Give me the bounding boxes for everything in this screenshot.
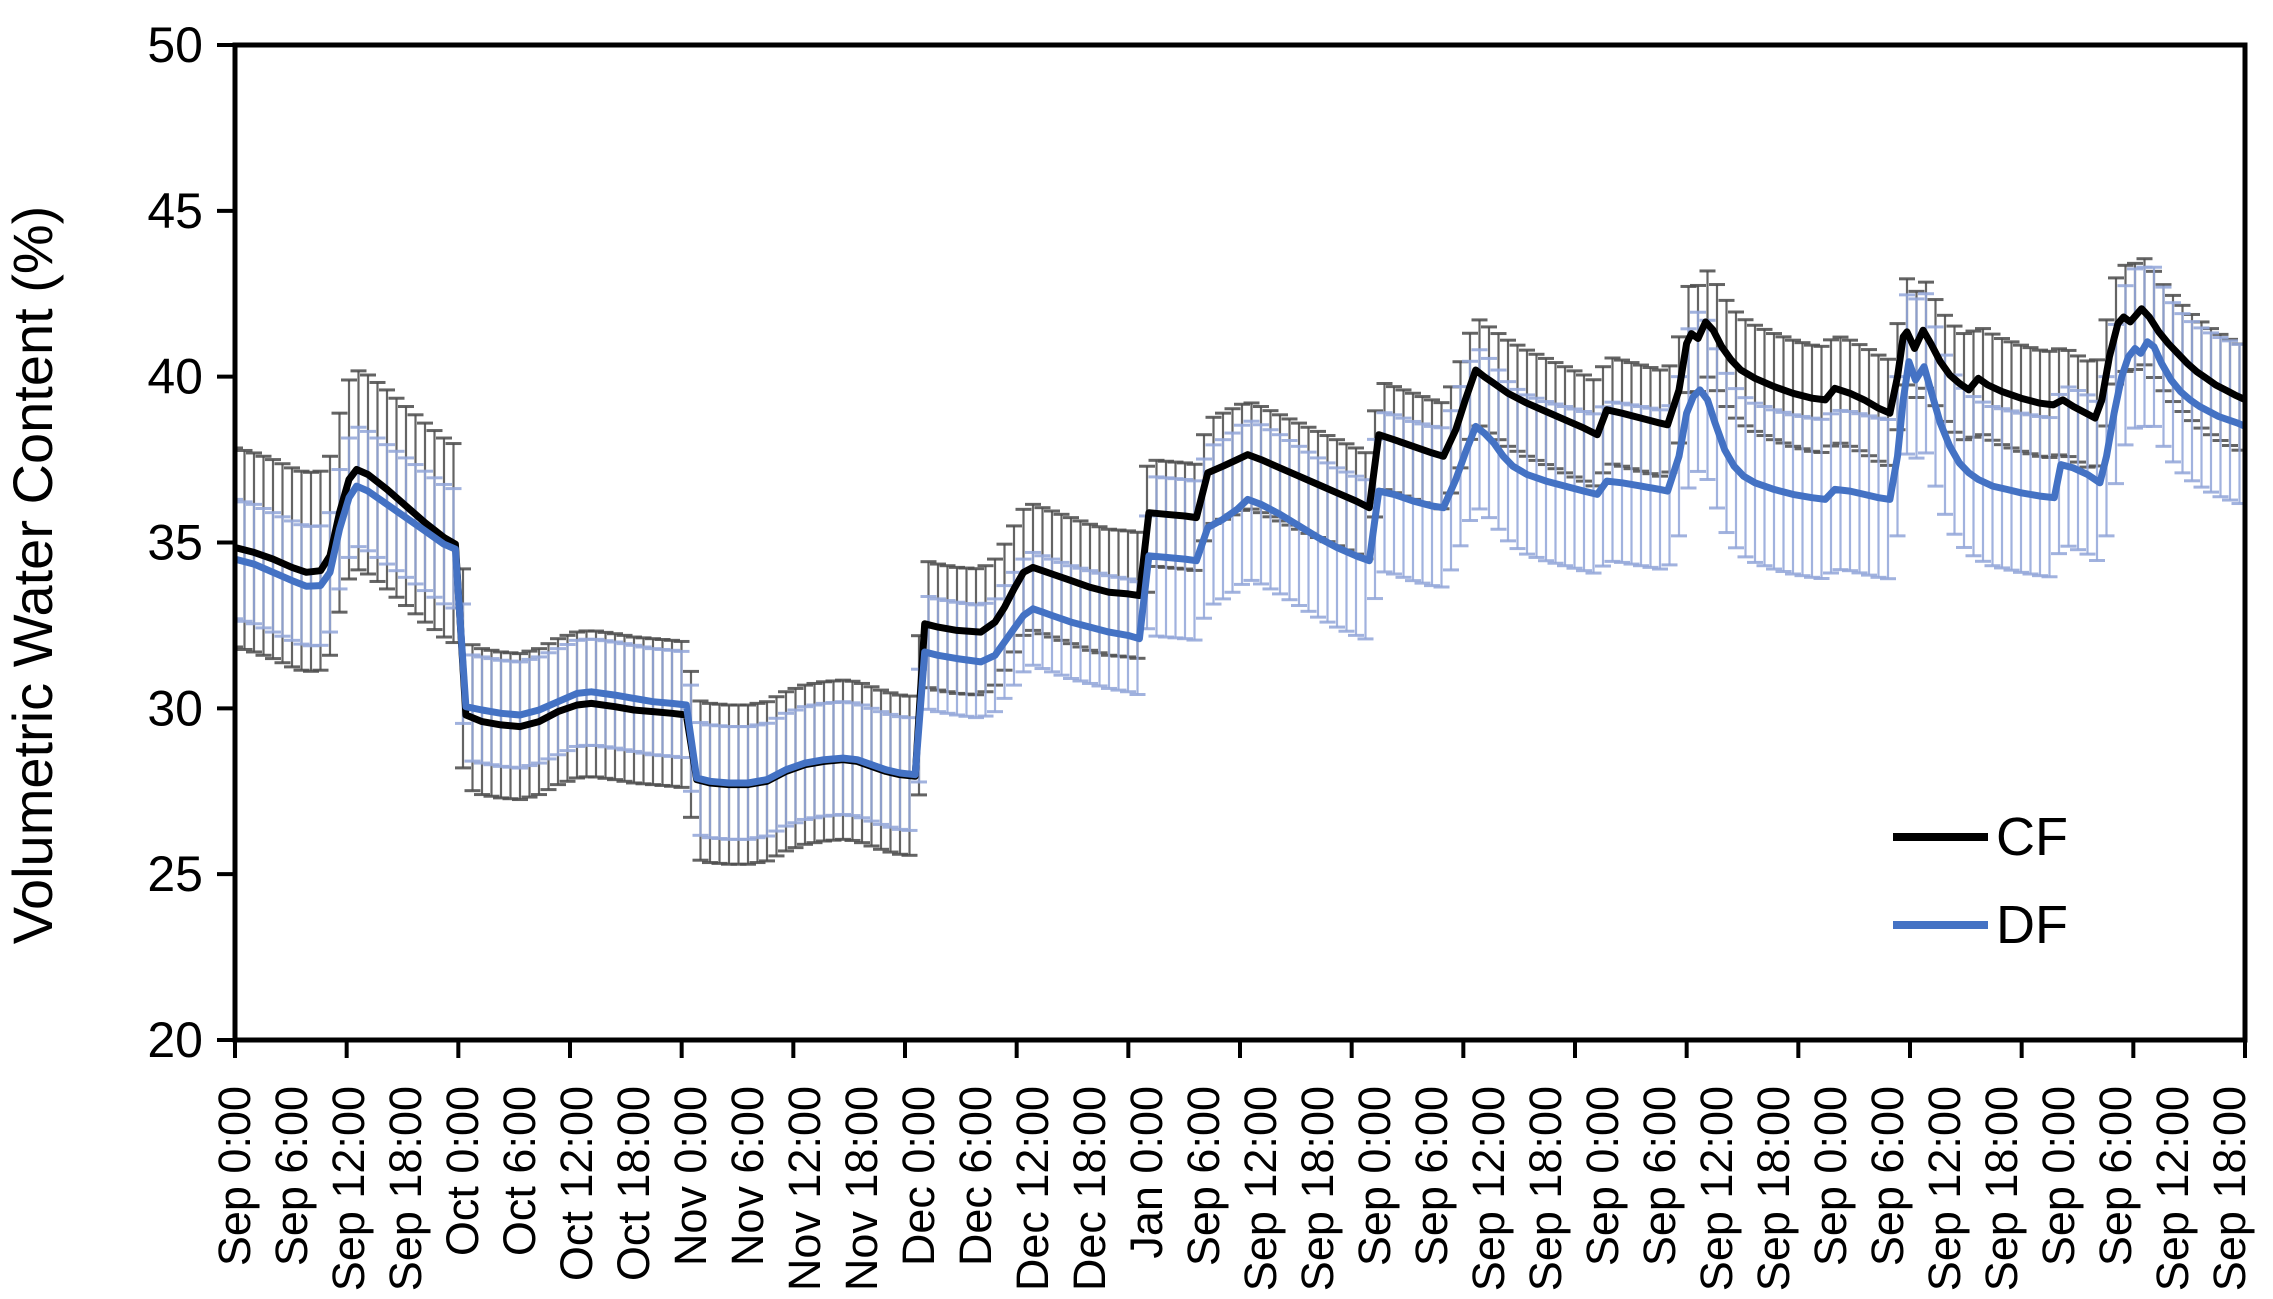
- x-tick-label: Dec 12:00: [1007, 1086, 1058, 1291]
- legend-label: CF: [1996, 807, 2068, 867]
- y-tick-label: 35: [147, 515, 203, 571]
- x-tick-label: Sep 18:00: [1292, 1086, 1343, 1291]
- y-axis: 20 25 30 35 40 45 50: [147, 17, 235, 1068]
- x-tick-label: Dec 6:00: [950, 1086, 1001, 1266]
- x-tick-label: Sep 12:00: [1463, 1086, 1514, 1291]
- x-tick-label: Nov 12:00: [779, 1086, 830, 1291]
- x-tick-label: Sep 0:00: [1349, 1086, 1400, 1266]
- x-tick-label: Sep 12:00: [323, 1086, 374, 1291]
- cf-series-line: [235, 305, 2245, 789]
- x-tick-label: Oct 6:00: [494, 1086, 545, 1256]
- y-axis-title: Volumetric Water Content (%): [1, 206, 64, 945]
- x-tick-label: Sep 0:00: [2033, 1086, 2084, 1266]
- x-tick-label: Jan 0:00: [1121, 1086, 1172, 1259]
- x-tick-label: Sep 12:00: [1919, 1086, 1970, 1291]
- legend-item-df: DF: [1893, 895, 2068, 955]
- x-tick-label: Sep 0:00: [209, 1086, 260, 1266]
- x-tick-label: Sep 18:00: [380, 1086, 431, 1291]
- x-tick-label: Oct 12:00: [551, 1086, 602, 1281]
- x-tick-label: Nov 18:00: [836, 1086, 887, 1291]
- x-tick-label: Sep 18:00: [1976, 1086, 2027, 1291]
- x-tick-label: Sep 12:00: [1691, 1086, 1742, 1291]
- x-tick-label: Sep 6:00: [1634, 1086, 1685, 1266]
- legend-item-cf: CF: [1893, 807, 2068, 867]
- y-tick-label: 25: [147, 846, 203, 902]
- x-tick-label: Sep 6:00: [1862, 1086, 1913, 1266]
- y-tick-label: 40: [147, 349, 203, 405]
- y-tick-label: 30: [147, 680, 203, 736]
- x-tick-label: Oct 0:00: [437, 1086, 488, 1256]
- x-tick-label: Sep 0:00: [1805, 1086, 1856, 1266]
- x-tick-label: Oct 18:00: [608, 1086, 659, 1281]
- df-series-line: [235, 338, 2245, 787]
- x-tick-label: Nov 0:00: [665, 1086, 716, 1266]
- x-tick-label: Sep 12:00: [1235, 1086, 1286, 1291]
- x-tick-label: Sep 0:00: [1577, 1086, 1628, 1266]
- x-tick-label: Sep 12:00: [2147, 1086, 2198, 1291]
- x-tick-label: Sep 6:00: [266, 1086, 317, 1266]
- x-tick-label: Sep 18:00: [2204, 1086, 2255, 1291]
- x-tick-label: Sep 6:00: [2090, 1086, 2141, 1266]
- x-tick-label: Dec 0:00: [893, 1086, 944, 1266]
- x-tick-label: Sep 18:00: [1748, 1086, 1799, 1291]
- x-tick-label: Nov 6:00: [722, 1086, 773, 1266]
- legend-label: DF: [1996, 895, 2068, 955]
- x-tick-label: Sep 6:00: [1406, 1086, 1457, 1266]
- y-tick-label: 50: [147, 17, 203, 73]
- x-tick-label: Sep 6:00: [1178, 1086, 1229, 1266]
- x-tick-label: Dec 18:00: [1064, 1086, 1115, 1291]
- y-tick-label: 20: [147, 1012, 203, 1068]
- y-tick-label: 45: [147, 183, 203, 239]
- legend: CF DF: [1893, 807, 2068, 955]
- x-axis: Sep 0:00 Sep 6:00 Sep 12:00 Sep 18:00 Oct 0:…: [209, 1040, 2255, 1291]
- x-tick-label: Sep 18:00: [1520, 1086, 1571, 1291]
- plot-area: [235, 257, 2245, 866]
